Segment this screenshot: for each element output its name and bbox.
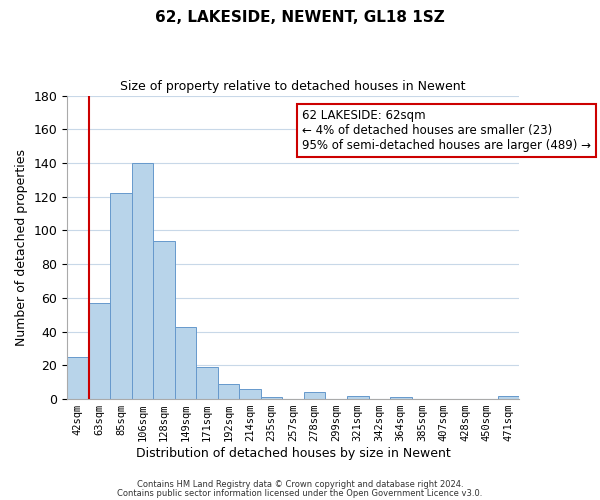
Text: 62, LAKESIDE, NEWENT, GL18 1SZ: 62, LAKESIDE, NEWENT, GL18 1SZ	[155, 10, 445, 25]
Bar	[304, 392, 325, 399]
Text: 62 LAKESIDE: 62sqm
← 4% of detached houses are smaller (23)
95% of semi-detached: 62 LAKESIDE: 62sqm ← 4% of detached hous…	[302, 109, 591, 152]
Bar	[196, 367, 218, 399]
Bar	[132, 163, 153, 399]
X-axis label: Distribution of detached houses by size in Newent: Distribution of detached houses by size …	[136, 447, 451, 460]
Bar	[218, 384, 239, 399]
Bar	[239, 389, 261, 399]
Text: Contains public sector information licensed under the Open Government Licence v3: Contains public sector information licen…	[118, 489, 482, 498]
Y-axis label: Number of detached properties: Number of detached properties	[15, 149, 28, 346]
Bar	[110, 194, 132, 399]
Bar	[67, 357, 89, 399]
Bar	[175, 326, 196, 399]
Bar	[497, 396, 519, 399]
Bar	[153, 240, 175, 399]
Title: Size of property relative to detached houses in Newent: Size of property relative to detached ho…	[121, 80, 466, 93]
Bar	[390, 398, 412, 399]
Bar	[89, 303, 110, 399]
Text: Contains HM Land Registry data © Crown copyright and database right 2024.: Contains HM Land Registry data © Crown c…	[137, 480, 463, 489]
Bar	[347, 396, 368, 399]
Bar	[261, 398, 283, 399]
